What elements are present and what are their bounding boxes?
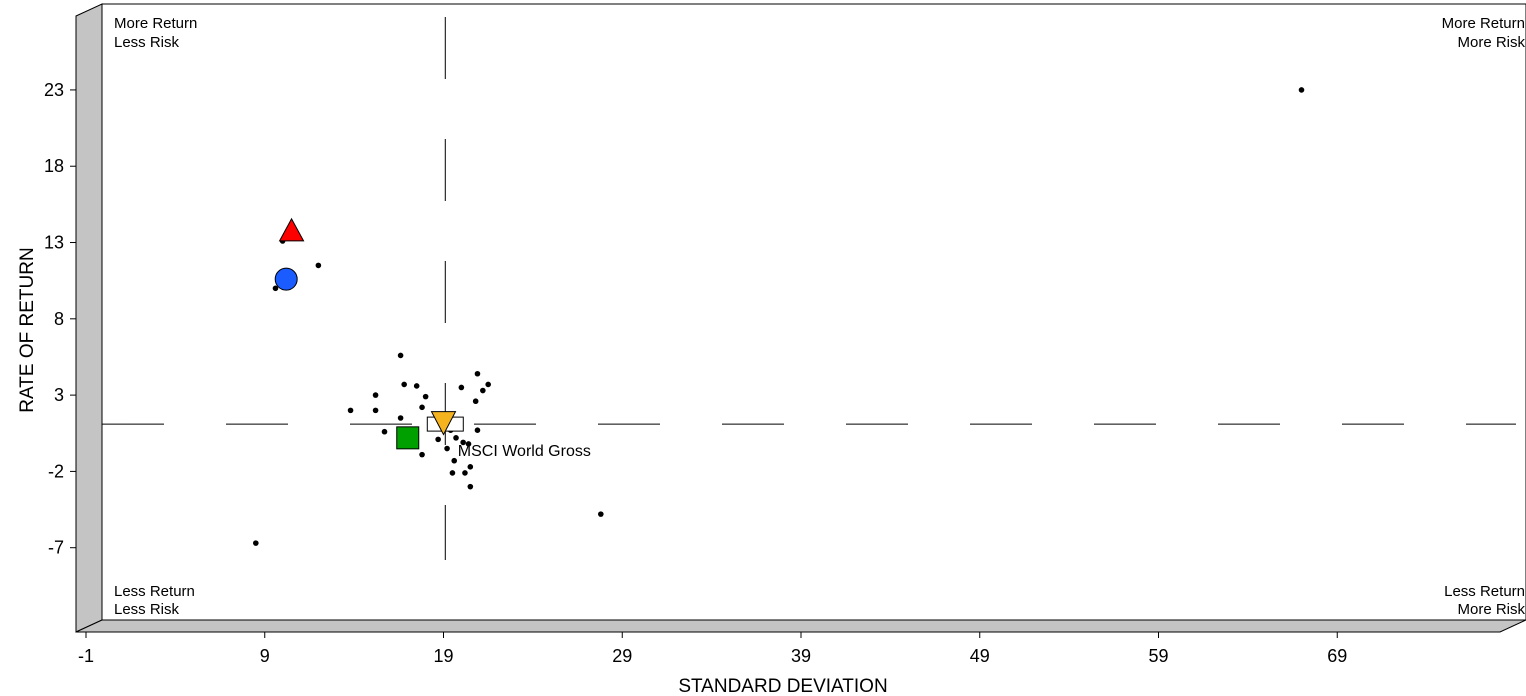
y-tick-label: 13 [44,233,64,253]
data-point [472,398,479,405]
data-point [347,407,354,414]
highlight-markers [274,217,464,450]
y-tick-label: -2 [48,461,64,481]
x-tick-label: 49 [970,646,990,666]
x-tick-label: 19 [433,646,453,666]
data-point [462,470,468,476]
quadrant-bottom-right-line2: More Risk [1457,601,1525,618]
x-tick-label: 69 [1327,646,1347,666]
x-axis-title: STANDARD DEVIATION [678,676,887,696]
data-point [480,387,486,394]
y-tick-label: 18 [44,156,64,176]
square-marker [396,426,420,450]
data-point [453,435,459,441]
x-tick-label: 39 [791,646,811,666]
y-tick-label: 8 [54,309,64,329]
circle-marker [274,267,298,291]
x-tick-label: 29 [612,646,632,666]
data-point [315,262,322,269]
data-point [474,370,481,377]
x-tick-label: 9 [260,646,270,666]
y-tick-label: 23 [44,80,64,100]
quadrant-top-right-line2: More Risk [1457,34,1525,51]
quadrant-bottom-left-line1: Less Return [114,583,195,600]
data-point [372,407,379,414]
data-point [467,483,474,490]
data-point [465,441,472,447]
triangle-down-marker [430,411,457,436]
left-wall [75,3,103,633]
data-point [449,470,456,476]
data-point [419,451,425,458]
data-point [401,381,407,388]
data-point [422,393,429,400]
data-point [381,428,388,435]
data-point [451,457,458,464]
data-point [444,445,450,452]
y-axis-ticks: 23 18 13 8 3 -2 -7 [44,80,76,558]
data-point [435,436,441,443]
data-point [372,392,379,398]
y-axis-title: RATE OF RETURN [17,247,38,412]
data-point [485,381,491,388]
data-point [253,540,259,546]
floor-wall [75,619,1526,633]
data-point [397,352,404,359]
triangle-marker [278,217,305,242]
data-point [460,439,466,446]
data-point [598,511,604,517]
x-tick-label: 59 [1148,646,1168,666]
plot-area [101,3,1526,621]
quadrant-top-left-line1: More Return [114,15,197,32]
y-tick-label: -7 [48,538,64,558]
y-tick-label: 3 [54,385,64,405]
data-point [272,285,279,292]
data-point [458,384,465,391]
quadrant-bottom-left-line2: Less Risk [114,601,180,618]
quadrant-top-right-line1: More Return [1442,15,1525,32]
x-tick-label: -1 [78,646,94,666]
quadrant-bottom-right-line1: Less Return [1444,583,1525,600]
data-point [419,404,425,411]
quadrant-top-left-line2: Less Risk [114,34,180,51]
data-point [474,427,481,434]
benchmark-label: MSCI World Gross [458,443,591,460]
data-point [1298,87,1305,93]
data-point [413,383,420,389]
x-axis-ticks: -1 9 19 29 39 49 59 69 [78,632,1347,666]
data-point [467,464,474,470]
data-point [397,415,404,421]
